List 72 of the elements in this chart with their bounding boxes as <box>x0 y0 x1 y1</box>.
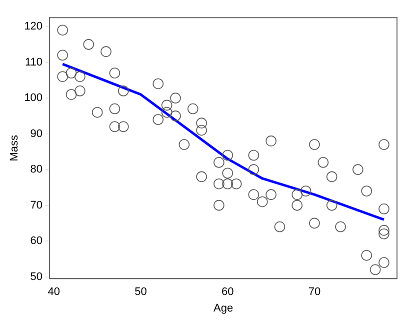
point <box>318 157 329 168</box>
point <box>248 164 260 175</box>
point <box>326 200 338 211</box>
point <box>378 139 390 150</box>
y-tick-label: 120 <box>24 20 43 33</box>
point <box>100 46 112 57</box>
point <box>309 139 320 150</box>
x-axis-title: Age <box>213 302 234 314</box>
y-tick-label: 100 <box>24 92 43 104</box>
point <box>378 224 390 236</box>
point <box>57 24 68 36</box>
x-tick-label: 40 <box>48 286 60 298</box>
point <box>196 171 207 182</box>
point <box>256 196 268 208</box>
point <box>309 218 320 229</box>
point <box>352 164 364 175</box>
y-tick-label: 80 <box>30 164 43 176</box>
point <box>292 189 303 200</box>
point <box>274 221 286 232</box>
point <box>214 200 224 211</box>
point <box>248 150 260 161</box>
point <box>222 178 234 190</box>
point <box>118 121 129 132</box>
x-tick-label: 50 <box>134 286 147 298</box>
point <box>248 189 260 200</box>
y-axis-title: Mass <box>8 134 21 162</box>
point <box>57 71 68 82</box>
point <box>109 103 120 114</box>
point <box>214 157 224 168</box>
point <box>152 114 164 125</box>
point <box>370 264 381 276</box>
point <box>152 78 164 90</box>
point <box>92 106 103 118</box>
point <box>378 228 390 240</box>
y-tick-label: 110 <box>25 56 43 68</box>
point <box>161 100 172 111</box>
point <box>326 171 338 182</box>
point <box>109 68 120 78</box>
point <box>230 178 242 190</box>
point <box>361 186 372 196</box>
point <box>66 89 77 100</box>
point <box>335 221 346 232</box>
y-tick-label: 50 <box>30 270 43 283</box>
point <box>57 50 68 61</box>
point <box>361 250 372 261</box>
point <box>74 71 86 82</box>
point <box>196 124 207 136</box>
y-tick-label: 60 <box>30 235 43 248</box>
point <box>170 92 181 104</box>
point <box>178 139 190 150</box>
point <box>222 150 234 161</box>
point <box>378 203 390 214</box>
point <box>187 103 198 114</box>
y-tick-label: 70 <box>30 199 43 212</box>
point <box>266 136 276 146</box>
point <box>161 106 172 118</box>
point <box>214 178 224 190</box>
point <box>66 68 77 78</box>
point <box>170 110 181 122</box>
point <box>266 189 276 200</box>
point <box>196 118 207 128</box>
point <box>118 85 129 96</box>
point <box>74 85 86 96</box>
point <box>378 257 390 268</box>
x-tick-label: 70 <box>308 286 321 298</box>
point <box>222 168 234 179</box>
point <box>292 200 303 211</box>
y-tick-label: 90 <box>30 128 43 140</box>
point <box>83 39 94 50</box>
point <box>300 186 312 196</box>
point <box>109 121 120 132</box>
x-tick-label: 60 <box>221 286 234 298</box>
